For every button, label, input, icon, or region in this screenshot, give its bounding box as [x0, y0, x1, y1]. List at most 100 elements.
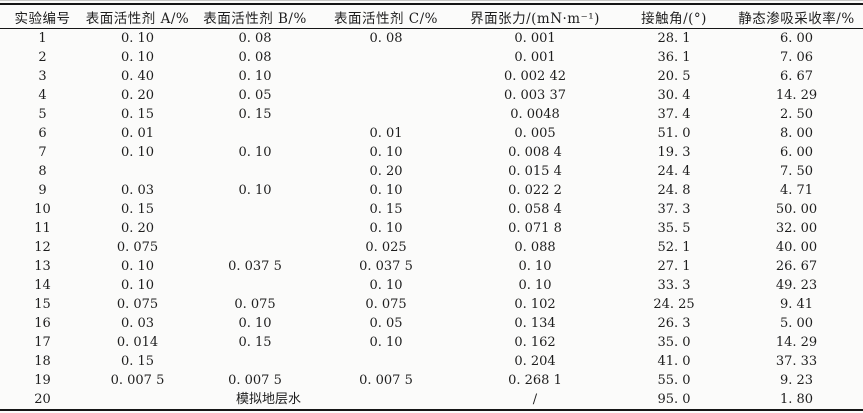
table-row: 9 0. 03 0. 10 0. 10 0. 022 2 24. 8 4. 71: [0, 181, 863, 200]
experiment-table: 实验编号 表面活性剂 A/% 表面活性剂 B/% 表面活性剂 C/% 界面张力/…: [0, 3, 863, 411]
cell: 13: [34, 259, 51, 274]
cell: 5. 00: [779, 316, 814, 331]
cell: 0. 022 2: [508, 183, 562, 198]
table-row: 17 0. 014 0. 15 0. 10 0. 162 35. 0 14. 29: [0, 333, 863, 352]
cell: 37. 4: [657, 107, 691, 122]
cell: 24. 4: [657, 164, 691, 179]
column-header-experiment-id: 实验编号: [0, 4, 85, 29]
cell: 0. 075: [234, 297, 276, 312]
cell: 0. 002 42: [503, 69, 567, 84]
cell: 6. 67: [779, 69, 814, 84]
cell: 0. 15: [238, 107, 272, 122]
cell: 0. 075: [365, 297, 407, 312]
cell: 0. 075: [116, 240, 159, 255]
cell: 17: [34, 335, 51, 350]
cell: 14: [34, 278, 51, 293]
cell: 0. 01: [120, 126, 155, 141]
cell: 6. 00: [779, 145, 814, 160]
cell: 0. 037 5: [359, 259, 413, 274]
cell: 0. 015 4: [508, 164, 562, 179]
cell: 0. 014: [116, 335, 159, 350]
cell: 6: [38, 126, 47, 141]
cell: [190, 162, 320, 181]
cell: 0. 007 5: [228, 373, 282, 388]
table-row: 19 0. 007 5 0. 007 5 0. 007 5 0. 268 1 55. 0 9…: [0, 371, 863, 390]
cell: 0. 268 1: [508, 373, 562, 388]
table-row: 5 0. 15 0. 15 0. 0048 37. 4 2. 50: [0, 105, 863, 124]
cell: [190, 276, 320, 295]
cell: 0. 204: [514, 354, 556, 369]
table-row: 3 0. 40 0. 10 0. 002 42 20. 5 6. 67: [0, 67, 863, 86]
cell: 35. 5: [657, 221, 691, 236]
table-row: 6 0. 01 0. 01 0. 005 51. 0 8. 00: [0, 124, 863, 143]
cell: 0. 058 4: [508, 202, 562, 217]
cell: 0. 10: [238, 69, 272, 84]
cell: 0. 007 5: [359, 373, 413, 388]
cell: 0. 102: [514, 297, 556, 312]
cell: 24. 8: [657, 183, 691, 198]
cell: 0. 15: [120, 354, 155, 369]
table-row: 16 0. 03 0. 10 0. 05 0. 134 26. 3 5. 00: [0, 314, 863, 333]
cell: [190, 200, 320, 219]
cell: 5: [38, 107, 47, 122]
table-row: 1 0. 10 0. 08 0. 08 0. 001 28. 1 6. 00: [0, 29, 863, 49]
table-row: 8 0. 20 0. 015 4 24. 4 7. 50: [0, 162, 863, 181]
cell: 0. 0048: [510, 107, 560, 122]
cell: 0. 10: [120, 145, 155, 160]
cell: 0. 003 37: [503, 88, 567, 103]
cell: [320, 86, 452, 105]
cell: 0. 15: [238, 335, 272, 350]
cell: 8: [38, 164, 47, 179]
cell: [320, 105, 452, 124]
cell: 52. 1: [657, 240, 691, 255]
table-row: 20 模拟地层水 / 95. 0 1. 80: [0, 390, 863, 410]
cell: 41. 0: [657, 354, 691, 369]
cell: 0. 10: [369, 278, 403, 293]
cell: 0. 05: [369, 316, 403, 331]
column-header-recovery-rate: 静态渗吸采收率/%: [730, 4, 863, 29]
cell: [190, 219, 320, 238]
table-row: 10 0. 15 0. 15 0. 058 4 37. 3 50. 00: [0, 200, 863, 219]
cell: 0. 10: [518, 278, 552, 293]
cell: 30. 4: [657, 88, 691, 103]
cell: 95. 0: [657, 392, 691, 407]
cell: 4: [38, 88, 47, 103]
cell: 15: [34, 297, 51, 312]
cell: 14. 29: [775, 88, 818, 103]
cell: 0. 075: [116, 297, 159, 312]
column-header-interfacial-tension: 界面张力/(mN·m⁻¹): [452, 4, 618, 29]
cell: 0. 20: [369, 164, 403, 179]
cell: 0. 10: [120, 50, 155, 65]
cell: 51. 0: [657, 126, 691, 141]
table-row: 2 0. 10 0. 08 0. 001 36. 1 7. 06: [0, 48, 863, 67]
cell: [190, 352, 320, 371]
cell: 36. 1: [657, 50, 691, 65]
table-row: 4 0. 20 0. 05 0. 003 37 30. 4 14. 29: [0, 86, 863, 105]
cell: 0. 10: [120, 31, 155, 46]
cell: 0. 005: [514, 126, 556, 141]
cell: 55. 0: [657, 373, 691, 388]
column-header-contact-angle: 接触角/(°): [618, 4, 730, 29]
cell: 0. 10: [369, 335, 403, 350]
cell: 2: [38, 50, 47, 65]
table-row: 12 0. 075 0. 025 0. 088 52. 1 40. 00: [0, 238, 863, 257]
cell: 19. 3: [657, 145, 691, 160]
cell: 33. 3: [657, 278, 691, 293]
cell: 0. 01: [369, 126, 403, 141]
column-header-surfactant-b: 表面活性剂 B/%: [190, 4, 320, 29]
cell: 37. 3: [657, 202, 691, 217]
cell: [320, 48, 452, 67]
cell: 0. 15: [120, 107, 155, 122]
cell: 0. 40: [120, 69, 155, 84]
cell: 0. 071 8: [508, 221, 562, 236]
table-row: 15 0. 075 0. 075 0. 075 0. 102 24. 25 9. 41: [0, 295, 863, 314]
cell: 0. 007 5: [110, 373, 165, 388]
table-row: 11 0. 20 0. 10 0. 071 8 35. 5 32. 00: [0, 219, 863, 238]
cell: 0. 20: [120, 88, 155, 103]
cell: 16: [34, 316, 51, 331]
table-body: 1 0. 10 0. 08 0. 08 0. 001 28. 1 6. 00 2 0. 10 0.…: [0, 29, 863, 411]
cell: 32. 00: [775, 221, 818, 236]
cell: 4. 71: [779, 183, 814, 198]
cell: [190, 238, 320, 257]
